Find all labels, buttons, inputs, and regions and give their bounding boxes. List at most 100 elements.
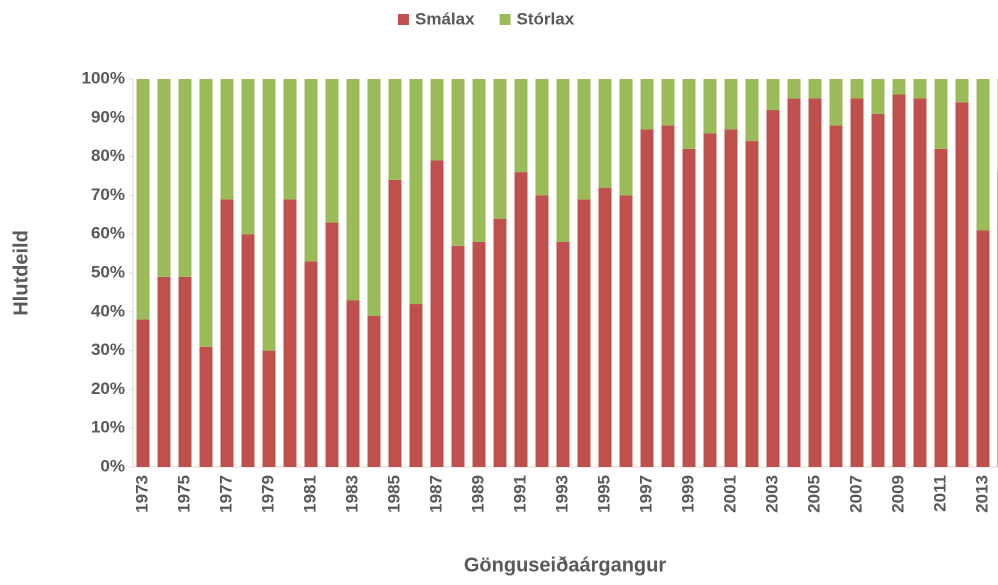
bar-segment	[682, 79, 696, 149]
bar-segment	[367, 79, 381, 316]
bar-segment	[766, 110, 780, 467]
bar-segment	[703, 133, 717, 467]
y-axis-label: Hlutdeild	[10, 230, 32, 316]
bar-segment	[808, 98, 822, 468]
bar-segment	[892, 94, 906, 468]
x-tick-label: 2005	[804, 475, 823, 513]
bar-segment	[871, 79, 885, 114]
bar-segment	[325, 79, 339, 223]
bar-segment	[346, 300, 360, 467]
bar-segment	[892, 79, 906, 95]
bar-segment	[220, 199, 234, 467]
bar-segment	[535, 79, 549, 196]
bar-segment	[199, 79, 213, 347]
bar-segment	[598, 187, 612, 467]
y-tick-label: 60%	[91, 224, 125, 243]
bar-segment	[976, 230, 990, 467]
bar-segment	[850, 79, 864, 99]
bar-segment	[514, 79, 528, 173]
bar-segment	[283, 79, 297, 200]
bar-segment	[241, 79, 255, 235]
bar-segment	[535, 195, 549, 467]
x-tick-label: 1997	[636, 475, 655, 513]
bar-segment	[745, 79, 759, 142]
bar-segment	[934, 79, 948, 149]
x-tick-label: 2009	[888, 475, 907, 513]
x-tick-label: 1993	[552, 475, 571, 513]
bar-segment	[913, 79, 927, 99]
bar-segment	[556, 241, 570, 467]
bar-segment	[850, 98, 864, 468]
bar-segment	[913, 98, 927, 468]
bar-segment	[724, 79, 738, 130]
x-tick-label: 2007	[846, 475, 865, 513]
bar-segment	[682, 148, 696, 467]
bar-segment	[493, 79, 507, 219]
bar-segment	[262, 350, 276, 467]
bar-segment	[304, 79, 318, 262]
bar-segment	[157, 79, 171, 277]
legend-label: Stórlax	[517, 9, 575, 28]
x-tick-label: 1995	[594, 475, 613, 513]
bar-segment	[262, 79, 276, 351]
x-tick-label: 1999	[678, 475, 697, 513]
bar-segment	[976, 79, 990, 231]
bar-segment	[325, 222, 339, 467]
x-tick-label: 1979	[258, 475, 277, 513]
bar-segment	[514, 172, 528, 467]
bar-segment	[178, 79, 192, 277]
x-tick-label: 1983	[342, 475, 361, 513]
bar-segment	[409, 79, 423, 305]
bar-segment	[430, 79, 444, 161]
x-tick-label: 1987	[426, 475, 445, 513]
x-tick-label: 1975	[174, 475, 193, 513]
bar-segment	[472, 241, 486, 467]
x-tick-label: 2003	[762, 475, 781, 513]
x-tick-label: 1981	[300, 475, 319, 513]
bar-segment	[661, 79, 675, 126]
bar-segment	[577, 79, 591, 200]
x-tick-label: 1989	[468, 475, 487, 513]
bar-segment	[766, 79, 780, 111]
bar-segment	[661, 125, 675, 467]
y-tick-label: 100%	[82, 68, 125, 87]
bar-segment	[955, 102, 969, 467]
x-tick-label: 1977	[216, 475, 235, 513]
x-tick-label: 1973	[132, 475, 151, 513]
bar-segment	[388, 179, 402, 467]
y-tick-label: 80%	[91, 146, 125, 165]
bar-segment	[136, 79, 150, 320]
bar-segment	[178, 276, 192, 467]
bar-segment	[451, 245, 465, 467]
bar-segment	[703, 79, 717, 134]
x-tick-label: 1991	[510, 475, 529, 513]
bar-segment	[787, 79, 801, 99]
bar-segment	[388, 79, 402, 180]
bar-segment	[829, 79, 843, 126]
bar-segment	[640, 79, 654, 130]
bar-segment	[220, 79, 234, 200]
y-tick-label: 90%	[91, 107, 125, 126]
bar-segment	[241, 234, 255, 467]
x-axis-label: Gönguseiðaárgangur	[464, 554, 666, 576]
y-tick-label: 20%	[91, 379, 125, 398]
bar-segment	[346, 79, 360, 301]
legend-label: Smálax	[415, 9, 475, 28]
bar-segment	[577, 199, 591, 467]
bar-segment	[619, 79, 633, 196]
legend-swatch	[398, 14, 409, 25]
x-tick-label: 2011	[930, 475, 949, 512]
bar-segment	[955, 79, 969, 103]
x-tick-label: 1985	[384, 475, 403, 513]
bar-segment	[472, 79, 486, 242]
bar-segment	[640, 129, 654, 467]
x-tick-label: 2013	[972, 475, 991, 513]
bar-segment	[199, 346, 213, 467]
bar-segment	[808, 79, 822, 99]
bar-segment	[430, 160, 444, 468]
bar-segment	[619, 195, 633, 467]
bar-segment	[367, 315, 381, 467]
y-tick-label: 0%	[100, 456, 125, 475]
bar-segment	[934, 148, 948, 467]
